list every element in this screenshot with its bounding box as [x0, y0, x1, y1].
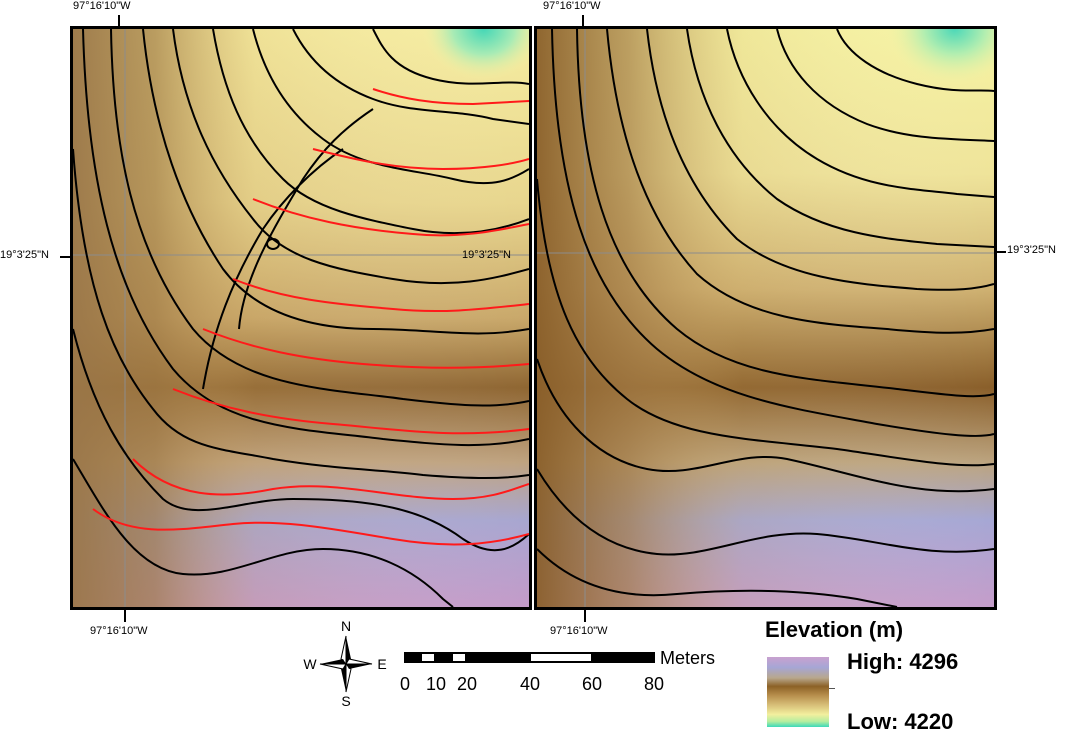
legend-high-label: High: 4296: [847, 649, 959, 674]
elevation-legend: Elevation (m) High: 4296 Low: 4220: [765, 617, 1035, 735]
coord-bottom-left: 97°16'10"W: [90, 625, 148, 637]
scale-unit: Meters: [660, 648, 716, 668]
scale-bar: Meters 0 10 20 40 60 80: [396, 648, 736, 698]
south-label: S: [341, 693, 350, 709]
coord-tick: [582, 15, 584, 27]
coord-top-left: 97°16'10"W: [73, 0, 131, 12]
legend-title: Elevation (m): [765, 617, 904, 642]
west-label: W: [303, 656, 317, 672]
scale-label: 60: [581, 674, 603, 694]
coord-mid-lat: 19°3'25"N: [462, 249, 511, 261]
coord-top-right: 97°16'10"W: [543, 0, 601, 12]
scale-label: 10: [425, 674, 447, 694]
scale-label: 0: [399, 674, 411, 694]
compass-rose-icon: N S W E: [303, 618, 386, 709]
ramp-tick: [829, 688, 835, 689]
scale-segment: [465, 652, 531, 663]
coord-bottom-right: 97°16'10"W: [550, 625, 608, 637]
east-label: E: [377, 656, 386, 672]
coord-tick: [124, 610, 126, 622]
scale-label: 40: [519, 674, 541, 694]
coord-tick: [996, 251, 1006, 253]
map-panel-right: [534, 26, 997, 610]
coord-tick: [60, 256, 72, 258]
coord-tick: [584, 610, 586, 622]
coord-left-lat: 19°3'25"N: [0, 249, 49, 261]
legend-color-ramp: [767, 657, 829, 727]
map-panel-left: [70, 26, 532, 610]
elevation-raster-left: [73, 29, 529, 607]
scale-segment: [529, 652, 593, 663]
scale-label: 20: [456, 674, 478, 694]
coord-tick: [118, 15, 120, 27]
north-label: N: [341, 618, 351, 634]
scale-label: 80: [643, 674, 665, 694]
elevation-raster-right: [537, 29, 994, 607]
north-arrow: N S W E: [300, 618, 392, 710]
scale-segment: [591, 652, 655, 663]
coord-right-lat: 19°3'25"N: [1007, 244, 1056, 256]
legend-low-label: Low: 4220: [847, 709, 954, 734]
